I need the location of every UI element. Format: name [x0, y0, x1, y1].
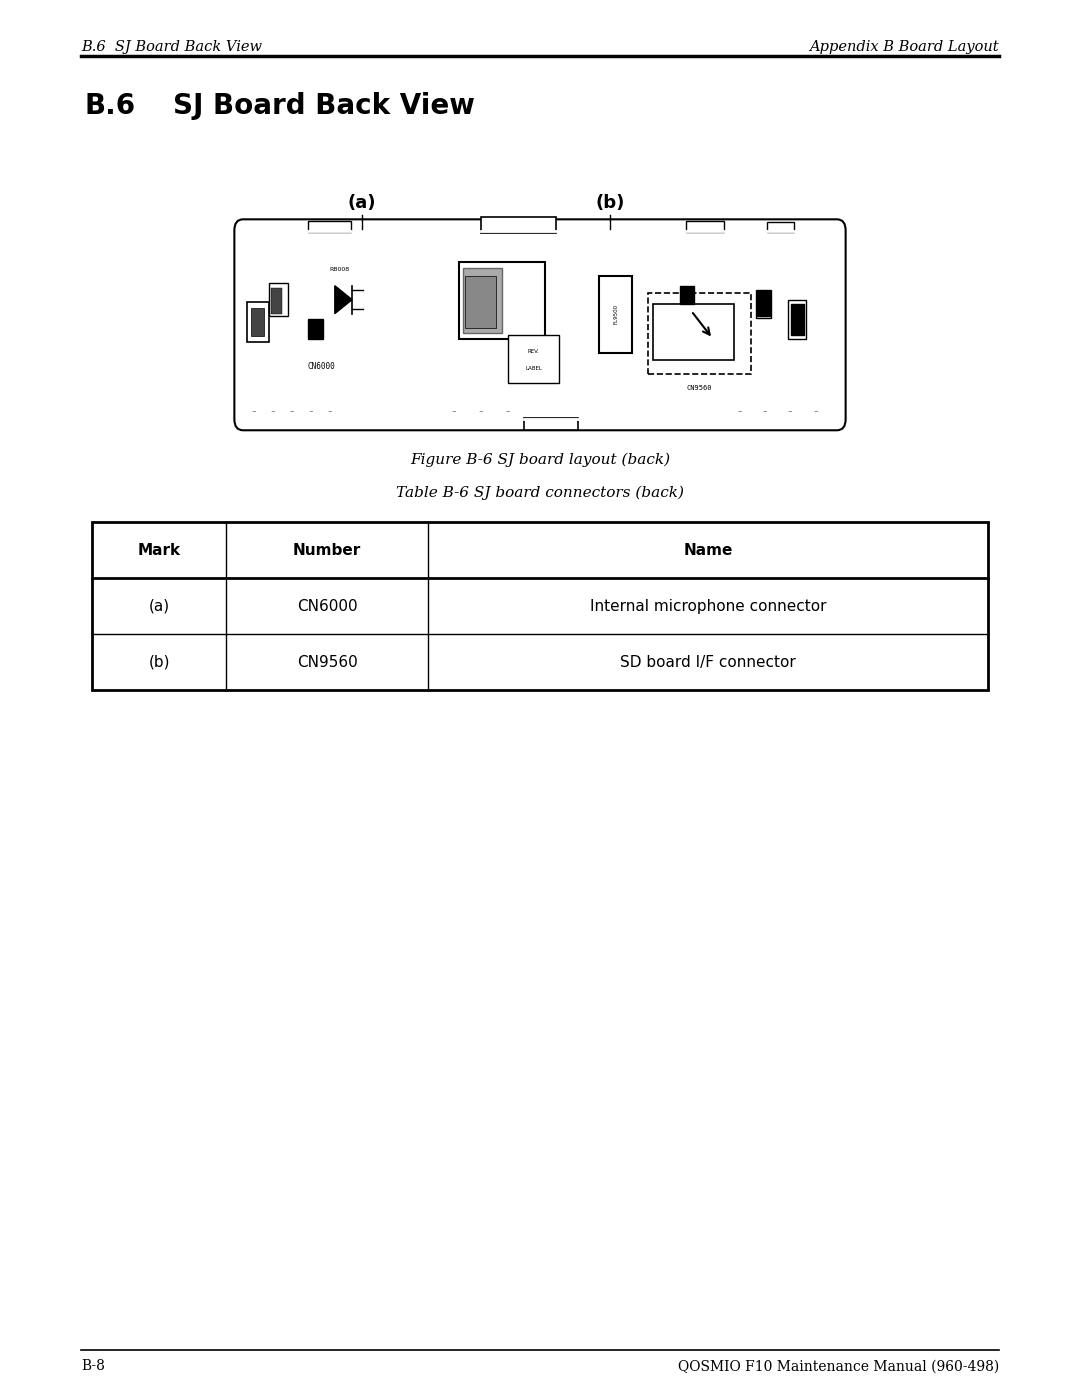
Bar	[481, 217, 556, 233]
Text: ~: ~	[327, 409, 332, 415]
Bar	[269, 282, 288, 317]
Text: CN9560: CN9560	[687, 384, 712, 391]
Text: B.6: B.6	[84, 92, 135, 120]
Text: RB008: RB008	[329, 267, 350, 271]
Text: Internal microphone connector: Internal microphone connector	[590, 599, 826, 613]
Text: Mark: Mark	[137, 543, 180, 557]
Bar	[757, 292, 770, 317]
Text: CN9560: CN9560	[297, 655, 357, 669]
Text: ~: ~	[478, 409, 483, 415]
Text: Figure B-6 SJ board layout (back): Figure B-6 SJ board layout (back)	[410, 453, 670, 467]
Text: B-8: B-8	[81, 1359, 105, 1373]
Bar	[686, 221, 724, 232]
Text: ~: ~	[813, 409, 818, 415]
Text: QOSMIO F10 Maintenance Manual (960-498): QOSMIO F10 Maintenance Manual (960-498)	[678, 1359, 999, 1373]
Text: (b): (b)	[148, 655, 170, 669]
Bar	[788, 300, 806, 339]
Bar	[756, 291, 771, 319]
Text: Name: Name	[684, 543, 732, 557]
Text: Number: Number	[293, 543, 361, 557]
Bar	[251, 309, 264, 337]
Text: (b): (b)	[595, 194, 625, 211]
Text: ~: ~	[451, 409, 456, 415]
Text: CN6000: CN6000	[308, 362, 336, 372]
Bar	[680, 286, 694, 305]
Text: B.6  SJ Board Back View: B.6 SJ Board Back View	[81, 41, 262, 54]
Bar	[791, 305, 804, 335]
Text: ~: ~	[308, 409, 313, 415]
Bar	[508, 335, 559, 384]
Bar	[247, 303, 269, 342]
Text: ~: ~	[762, 409, 767, 415]
Text: ~: ~	[788, 409, 793, 415]
Bar	[459, 263, 545, 339]
Text: FL9500: FL9500	[613, 305, 618, 324]
Bar	[271, 289, 282, 314]
Text: CN6000: CN6000	[297, 599, 357, 613]
FancyBboxPatch shape	[234, 219, 846, 430]
Polygon shape	[335, 286, 352, 314]
Text: REV.: REV.	[528, 349, 539, 355]
Bar	[92, 522, 988, 690]
Text: SJ Board Back View: SJ Board Back View	[173, 92, 475, 120]
Bar	[767, 222, 794, 232]
Bar	[463, 268, 502, 334]
Text: (a): (a)	[148, 599, 170, 613]
Text: Appendix B Board Layout: Appendix B Board Layout	[809, 41, 999, 54]
Bar	[465, 277, 496, 328]
Bar	[308, 221, 351, 232]
Text: (a): (a)	[348, 194, 376, 211]
Bar	[653, 305, 734, 360]
Text: Table B-6 SJ board connectors (back): Table B-6 SJ board connectors (back)	[396, 486, 684, 500]
Text: ~: ~	[505, 409, 510, 415]
Bar	[599, 277, 632, 353]
Text: SD board I/F connector: SD board I/F connector	[620, 655, 796, 669]
Text: ~: ~	[738, 409, 742, 415]
Text: LABEL: LABEL	[525, 366, 542, 372]
Bar	[308, 320, 323, 339]
Text: ~: ~	[270, 409, 275, 415]
Bar	[524, 418, 578, 430]
Text: ~: ~	[289, 409, 294, 415]
Text: ~: ~	[252, 409, 256, 415]
Bar	[648, 293, 751, 374]
